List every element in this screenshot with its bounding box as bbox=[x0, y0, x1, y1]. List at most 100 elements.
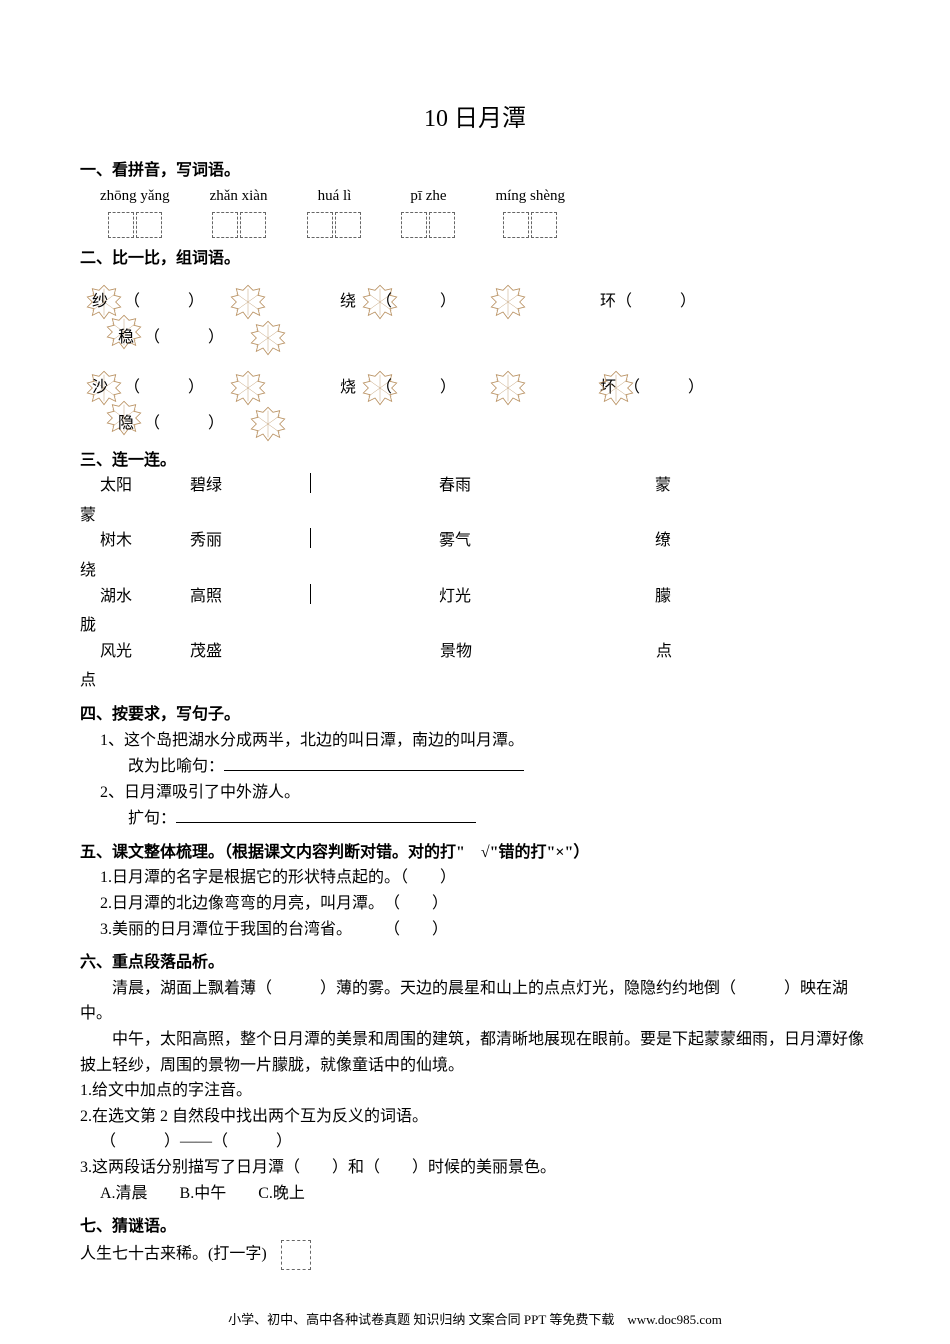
match-r2: 朦 bbox=[571, 584, 671, 610]
char-box[interactable] bbox=[108, 212, 134, 238]
pinyin-group-1: zhǎn xiàn bbox=[210, 184, 268, 238]
sec2-paren[interactable]: （ ） bbox=[624, 375, 704, 401]
sec2-paren[interactable]: （ ） bbox=[124, 289, 204, 315]
char-box[interactable] bbox=[240, 212, 266, 238]
divider bbox=[310, 473, 311, 493]
pinyin-group-3: pī zhe bbox=[401, 184, 455, 238]
sec5-q3: 3.美丽的日月潭位于我国的台湾省。 （ ） bbox=[80, 917, 870, 943]
pinyin-2: huá lì bbox=[318, 184, 352, 208]
section-7-header: 七、猜谜语。 bbox=[80, 1214, 870, 1240]
char-box[interactable] bbox=[307, 212, 333, 238]
match-r2: 点 bbox=[572, 639, 672, 665]
match-l2: 茂盛 bbox=[190, 639, 290, 665]
sec2-paren[interactable]: （ ） bbox=[124, 375, 204, 401]
riddle-text: 人生七十古来稀。(打一字) bbox=[80, 1245, 267, 1262]
sec2-char: 纱 bbox=[92, 289, 108, 315]
match-l1: 树木 bbox=[100, 528, 190, 554]
sec2-char: 沙 bbox=[92, 375, 108, 401]
match-l1: 湖水 bbox=[100, 584, 190, 610]
sec6-p2: 中午，太阳高照，整个日月潭的美景和周围的建筑，都清晰地展现在眼前。要是下起蒙蒙细… bbox=[80, 1027, 870, 1078]
sec4-q2: 2、日月潭吸引了中外游人。 bbox=[80, 780, 870, 806]
match-r2: 缭 bbox=[571, 528, 671, 554]
pinyin-1: zhǎn xiàn bbox=[210, 184, 268, 208]
section-5-header: 五、课文整体梳理。（根据课文内容判断对错。对的打" √"错的打"×"） bbox=[80, 840, 870, 866]
section-6-header: 六、重点段落品析。 bbox=[80, 950, 870, 976]
pinyin-3: pī zhe bbox=[410, 184, 446, 208]
pinyin-group-0: zhōng yǎng bbox=[100, 184, 170, 238]
match-r1: 雾气 bbox=[331, 528, 571, 554]
leaf-icon bbox=[244, 404, 292, 444]
sec6-p1a: 清晨，湖面上飘着薄 bbox=[112, 980, 256, 997]
char-box[interactable] bbox=[429, 212, 455, 238]
sec5-q1: 1.日月潭的名字是根据它的形状特点起的。（ ） bbox=[80, 865, 870, 891]
section-4-header: 四、按要求，写句子。 bbox=[80, 702, 870, 728]
leaf-icon bbox=[224, 282, 272, 322]
sec2-paren[interactable]: （ ） bbox=[376, 289, 456, 315]
leaf-icon bbox=[484, 368, 532, 408]
match-row-2: 湖水 高照 灯光 朦 bbox=[80, 584, 870, 610]
sec2-char: 绕 bbox=[340, 289, 356, 315]
pinyin-4: míng shèng bbox=[495, 184, 565, 208]
sec4-q1-prompt: 改为比喻句： bbox=[80, 753, 870, 780]
sec2-paren[interactable]: （ ） bbox=[144, 325, 224, 351]
char-box[interactable] bbox=[212, 212, 238, 238]
section-2-header: 二、比一比，组词语。 bbox=[80, 246, 870, 272]
match-l1: 太阳 bbox=[100, 473, 190, 499]
match-wrap-1: 绕 bbox=[80, 558, 870, 584]
page-footer: 小学、初中、高中各种试卷真题 知识归纳 文案合同 PPT 等免费下载 www.d… bbox=[80, 1310, 870, 1331]
match-r1: 灯光 bbox=[331, 584, 571, 610]
pinyin-group-4: míng shèng bbox=[495, 184, 565, 238]
sec2-char: 环 bbox=[600, 289, 616, 315]
pinyin-group-2: huá lì bbox=[307, 184, 361, 238]
match-r2: 蒙 bbox=[571, 473, 671, 499]
char-box[interactable] bbox=[531, 212, 557, 238]
sec4-q1-label: 改为比喻句： bbox=[128, 758, 224, 775]
match-row-3: 风光 茂盛 景物 点 bbox=[80, 639, 870, 665]
leaf-icon bbox=[224, 368, 272, 408]
sec2-paren[interactable]: （ ） bbox=[616, 289, 696, 315]
sec2-char: 稳 bbox=[118, 325, 134, 351]
leaf-icon bbox=[244, 318, 292, 358]
match-l2: 秀丽 bbox=[190, 528, 290, 554]
sec2-row-2: 沙 （ ） 烧 （ ） 坏 （ ） bbox=[80, 368, 870, 408]
pinyin-row: zhōng yǎng zhǎn xiàn huá lì pī zhe míng … bbox=[80, 184, 870, 238]
sec2-row-1: 稳 （ ） bbox=[80, 318, 870, 358]
match-l2: 高照 bbox=[190, 584, 290, 610]
sec2-paren[interactable]: （ ） bbox=[376, 375, 456, 401]
match-wrap-0: 蒙 bbox=[80, 503, 870, 529]
sec2-char: 隐 bbox=[118, 411, 134, 437]
sec6-p1: 清晨，湖面上飘着薄（ ）薄的雾。天边的晨星和山上的点点灯光，隐隐约约地倒（ ）映… bbox=[80, 976, 870, 1027]
match-l2: 碧绿 bbox=[190, 473, 290, 499]
pinyin-0: zhōng yǎng bbox=[100, 184, 170, 208]
char-box[interactable] bbox=[136, 212, 162, 238]
sec6-q3: 3.这两段话分别描写了日月潭（ ）和（ ）时候的美丽景色。 bbox=[80, 1155, 870, 1181]
sec7-riddle: 人生七十古来稀。(打一字) bbox=[80, 1240, 870, 1270]
section-3-header: 三、连一连。 bbox=[80, 448, 870, 474]
match-row-0: 太阳 碧绿 春雨 蒙 bbox=[80, 473, 870, 499]
divider bbox=[310, 584, 311, 604]
sec4-q1: 1、这个岛把湖水分成两半，北边的叫日潭，南边的叫月潭。 bbox=[80, 728, 870, 754]
char-box[interactable] bbox=[401, 212, 427, 238]
sec6-q2: 2.在选文第 2 自然段中找出两个互为反义的词语。 bbox=[80, 1104, 870, 1130]
divider bbox=[310, 528, 311, 548]
match-wrap-3: 点 bbox=[80, 668, 870, 694]
sec2-row-3: 隐 （ ） bbox=[80, 404, 870, 444]
char-box[interactable] bbox=[503, 212, 529, 238]
sec4-q2-label: 扩句： bbox=[128, 810, 176, 827]
answer-box[interactable] bbox=[281, 1240, 311, 1270]
match-l1: 风光 bbox=[100, 639, 190, 665]
page-title: 10 日月潭 bbox=[80, 100, 870, 138]
match-r1: 景物 bbox=[332, 639, 572, 665]
sec5-q2: 2.日月潭的北边像弯弯的月亮，叫月潭。 （ ） bbox=[80, 891, 870, 917]
sec2-paren[interactable]: （ ） bbox=[144, 411, 224, 437]
sec6-q2-blank[interactable]: （ ）——（ ） bbox=[80, 1129, 870, 1155]
char-box[interactable] bbox=[335, 212, 361, 238]
sec2-row-0: 纱 （ ） 绕 （ ） 环 （ ） bbox=[80, 282, 870, 322]
sec6-q1: 1.给文中加点的字注音。 bbox=[80, 1078, 870, 1104]
leaf-icon bbox=[484, 282, 532, 322]
section-1-header: 一、看拼音，写词语。 bbox=[80, 158, 870, 184]
blank-line[interactable] bbox=[224, 753, 524, 771]
blank-line[interactable] bbox=[176, 805, 476, 823]
match-wrap-2: 胧 bbox=[80, 613, 870, 639]
match-row-1: 树木 秀丽 雾气 缭 bbox=[80, 528, 870, 554]
